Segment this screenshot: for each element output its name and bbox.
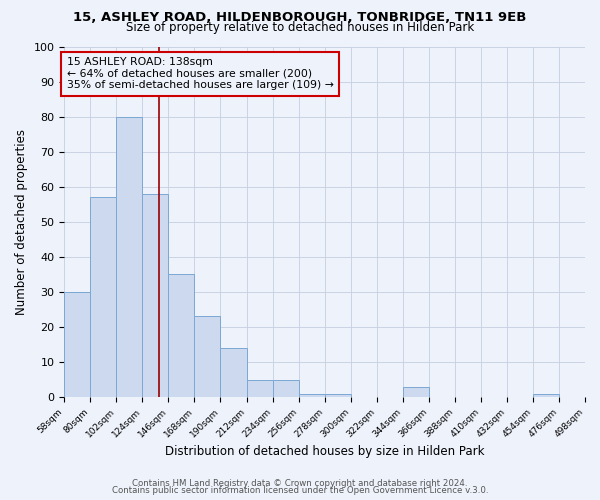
Bar [403,386,429,397]
Bar [533,394,559,397]
Bar [247,380,272,397]
Bar [272,380,299,397]
Bar [299,394,325,397]
Bar [64,292,91,397]
Text: Contains HM Land Registry data © Crown copyright and database right 2024.: Contains HM Land Registry data © Crown c… [132,478,468,488]
Bar [142,194,169,397]
Bar [325,394,350,397]
Y-axis label: Number of detached properties: Number of detached properties [15,129,28,315]
Bar [220,348,247,397]
X-axis label: Distribution of detached houses by size in Hilden Park: Distribution of detached houses by size … [165,444,484,458]
Text: 15 ASHLEY ROAD: 138sqm
← 64% of detached houses are smaller (200)
35% of semi-de: 15 ASHLEY ROAD: 138sqm ← 64% of detached… [67,57,334,90]
Text: 15, ASHLEY ROAD, HILDENBOROUGH, TONBRIDGE, TN11 9EB: 15, ASHLEY ROAD, HILDENBOROUGH, TONBRIDG… [73,11,527,24]
Text: Size of property relative to detached houses in Hilden Park: Size of property relative to detached ho… [126,21,474,34]
Bar [91,198,116,397]
Bar [169,274,194,397]
Bar [194,316,220,397]
Text: Contains public sector information licensed under the Open Government Licence v.: Contains public sector information licen… [112,486,488,495]
Bar [116,116,142,397]
